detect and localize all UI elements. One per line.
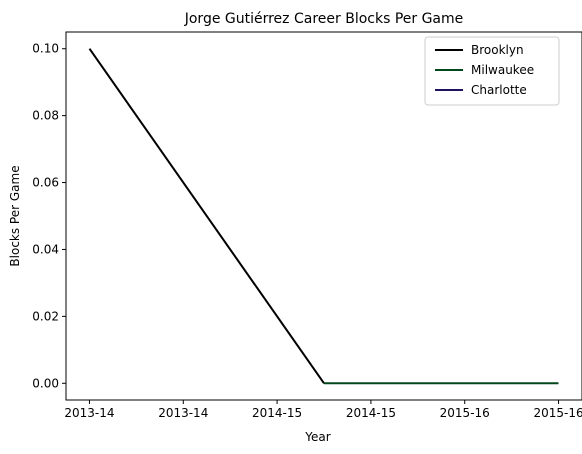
- y-tick-label: 0.10: [32, 42, 59, 56]
- legend-box: [424, 36, 560, 106]
- legend-label-charlotte: Charlotte: [471, 83, 527, 97]
- y-tick-label: 0.02: [32, 309, 59, 323]
- x-axis-label: Year: [304, 430, 330, 444]
- y-tick-label: 0.04: [32, 242, 59, 256]
- x-tick-label: 2014-15: [346, 406, 396, 420]
- legend: Brooklyn Milwaukee Charlotte: [424, 36, 560, 106]
- y-tick-label: 0.08: [32, 109, 59, 123]
- x-tick-label: 2013-14: [158, 406, 208, 420]
- x-tick-label: 2015-16: [440, 406, 490, 420]
- y-tick-label: 0.06: [32, 176, 59, 190]
- chart-title: Jorge Gutiérrez Career Blocks Per Game: [184, 11, 464, 27]
- plot-series: [88, 48, 559, 385]
- series-line-brooklyn: [88, 48, 325, 384]
- legend-label-brooklyn: Brooklyn: [471, 43, 524, 57]
- x-tick-label: 2013-14: [64, 406, 114, 420]
- x-tick-label: 2015-16: [533, 406, 582, 420]
- x-axis: 2013-14 2013-14 2014-15 2014-15 2015-16 2015-…: [64, 400, 582, 420]
- y-axis: 0.00 0.02 0.04 0.06 0.08 0.10: [32, 42, 66, 390]
- y-tick-label: 0.00: [32, 376, 59, 390]
- x-tick-label: 2014-15: [252, 406, 302, 420]
- plot-frame: [65, 31, 582, 401]
- y-axis-label: Blocks Per Game: [8, 165, 22, 266]
- legend-label-milwaukee: Milwaukee: [471, 63, 534, 77]
